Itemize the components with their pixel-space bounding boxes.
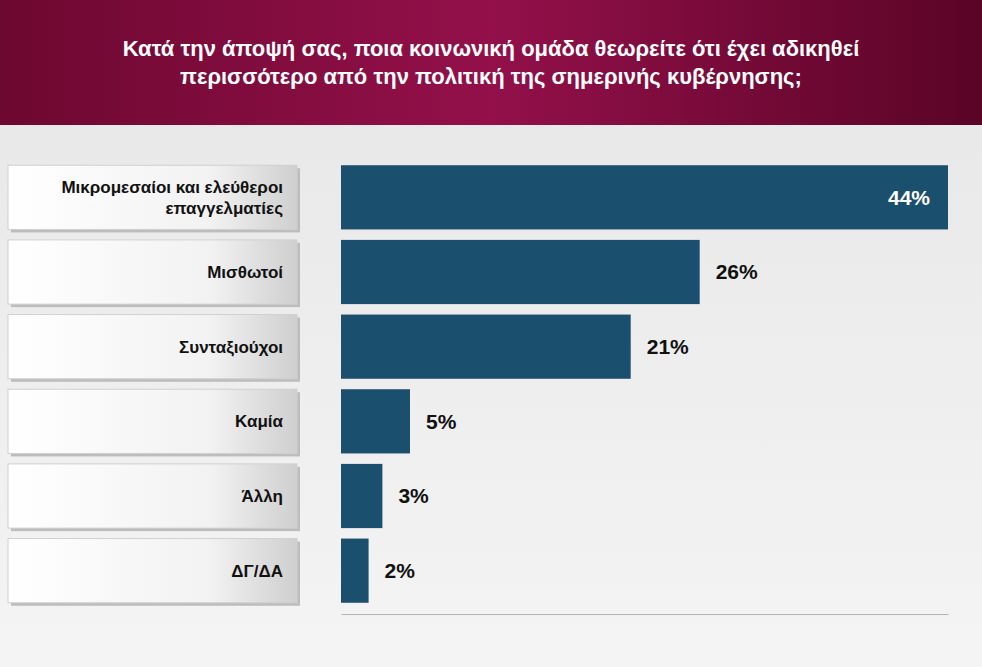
chart: Κατά την άποψή σας, ποια κοινωνική ομάδα… xyxy=(0,0,982,667)
text-line: περισσότερο από την πολιτική της σημεριν… xyxy=(180,64,802,89)
axis-line xyxy=(342,614,949,615)
bar xyxy=(341,389,410,453)
text-line: Μικρομεσαίοι και ελεύθεροι xyxy=(61,178,283,197)
label-box xyxy=(8,165,297,229)
data-label: 21% xyxy=(647,335,689,358)
x-axis xyxy=(342,614,949,615)
label-box xyxy=(8,240,297,304)
data-label: 3% xyxy=(398,484,429,507)
text-line: Κατά την άποψή σας, ποια κοινωνική ομάδα… xyxy=(123,36,860,61)
data-label: 5% xyxy=(426,410,457,433)
background xyxy=(0,0,982,667)
category-labels: Μικρομεσαίοι και ελεύθεροιεπαγγελματίεςΜ… xyxy=(8,165,300,606)
bar xyxy=(341,240,700,304)
text-line: Άλλη xyxy=(241,487,283,506)
bar xyxy=(341,165,948,229)
text-line: ΔΓ/ΔΑ xyxy=(231,562,283,581)
bar xyxy=(341,464,382,528)
text-line: Συνταξιούχοι xyxy=(179,338,283,357)
bar xyxy=(341,315,631,379)
category-label: Συνταξιούχοι xyxy=(179,338,283,357)
category-label: Μικρομεσαίοι και ελεύθεροι επαγγελματίες xyxy=(61,178,283,218)
label-box xyxy=(8,464,297,528)
category-label: Άλλη xyxy=(241,487,283,506)
header-band xyxy=(0,0,982,125)
category-label: Μισθωτοί xyxy=(207,263,283,282)
data-label: 44% xyxy=(888,186,930,209)
label-box xyxy=(8,315,297,379)
title: Κατά την άποψή σας, ποια κοινωνική ομάδα… xyxy=(123,36,860,89)
category-label: ΔΓ/ΔΑ xyxy=(231,562,283,581)
bar xyxy=(341,539,369,603)
bars xyxy=(341,165,948,603)
data-label: 26% xyxy=(716,260,758,283)
category-label: Καμία xyxy=(235,412,283,431)
label-box xyxy=(8,389,297,453)
data-label: 2% xyxy=(385,559,416,582)
text-line: Καμία xyxy=(235,412,283,431)
label-box xyxy=(8,539,297,603)
text-line: επαγγελματίες xyxy=(165,199,283,218)
text-line: Μισθωτοί xyxy=(207,263,283,282)
data-labels: 44% 26% 21% 5% 3% 2% xyxy=(385,186,931,582)
